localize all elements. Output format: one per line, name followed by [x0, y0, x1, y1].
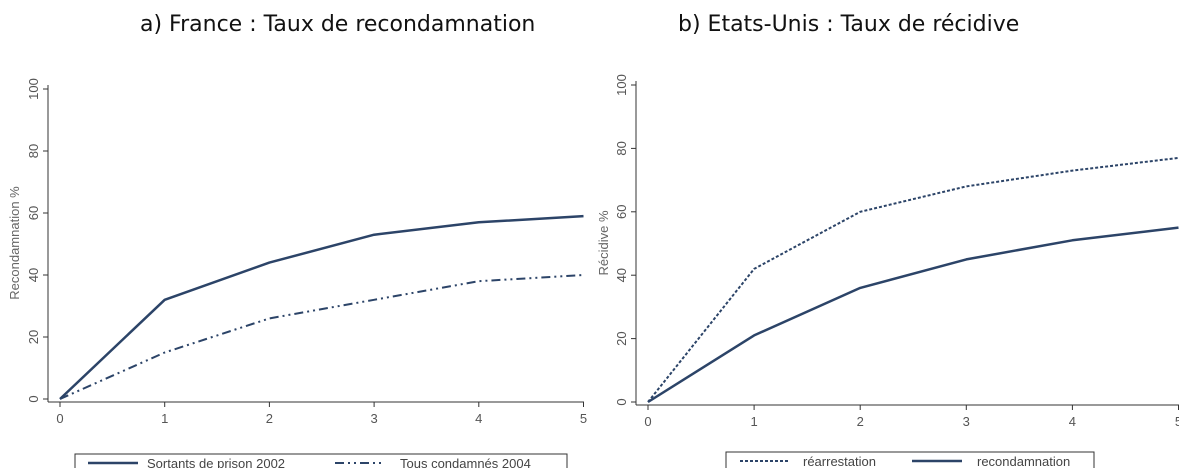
chart-b-x-tick-label: 5	[1175, 414, 1179, 429]
chart-a-series-1-line	[59, 274, 584, 400]
chart-b-y-tick-label: 40	[614, 268, 629, 282]
chart-b-x-tick-label: 3	[963, 414, 970, 429]
chart-a-x-tick-label: 4	[475, 411, 482, 426]
chart-b-y-tick-label: 80	[614, 141, 629, 155]
chart-b-x-tick-label: 0	[644, 414, 651, 429]
chart-b-y-tick-label: 60	[614, 205, 629, 219]
chart-a-x-tick-label: 5	[580, 411, 587, 426]
chart-a-legend-label-0: Sortants de prison 2002	[147, 456, 285, 468]
chart-a-y-tick-label: 60	[26, 206, 41, 220]
chart-b-y-tick-label: 100	[614, 74, 629, 96]
chart-a-x-tick-label: 3	[370, 411, 377, 426]
chart-b-x-tick-label: 2	[857, 414, 864, 429]
chart-b-y-axis-label: Récidive %	[596, 210, 611, 275]
chart-b-legend-label-1: recondamnation	[977, 454, 1070, 468]
chart-b-x-tick-label: 1	[750, 414, 757, 429]
chart-a-x-tick-label: 2	[266, 411, 273, 426]
chart-a-x-tick-label: 1	[161, 411, 168, 426]
chart-a-y-tick-label: 40	[26, 268, 41, 282]
chart-title-b: b) Etats-Unis : Taux de récidive	[678, 12, 1020, 37]
chart-a-y-tick-label: 100	[26, 78, 41, 100]
chart-a-y-axis-label: Recondamnation %	[7, 186, 22, 300]
chart-b-series-0-line	[647, 156, 1179, 403]
chart-a-series-0-line	[59, 214, 584, 400]
chart-a-legend-label-1: Tous condamnés 2004	[400, 456, 531, 468]
chart-a-y-tick-label: 0	[26, 395, 41, 402]
chart-b-y-tick-label: 20	[614, 331, 629, 345]
chart-b-y-tick-label: 0	[614, 398, 629, 405]
chart-a-legend-box	[74, 453, 568, 468]
chart-a-y-tick-label: 80	[26, 144, 41, 158]
chart-a-x-tick-label: 0	[56, 411, 63, 426]
chart-b-x-tick-label: 4	[1069, 414, 1076, 429]
chart-b-legend-box	[725, 451, 1095, 468]
chart-b-series-1-line	[647, 226, 1179, 404]
chart-b-legend-label-0: réarrestation	[803, 454, 876, 468]
chart-title-a: a) France : Taux de recondamnation	[140, 12, 536, 37]
chart-a-y-tick-label: 20	[26, 330, 41, 344]
